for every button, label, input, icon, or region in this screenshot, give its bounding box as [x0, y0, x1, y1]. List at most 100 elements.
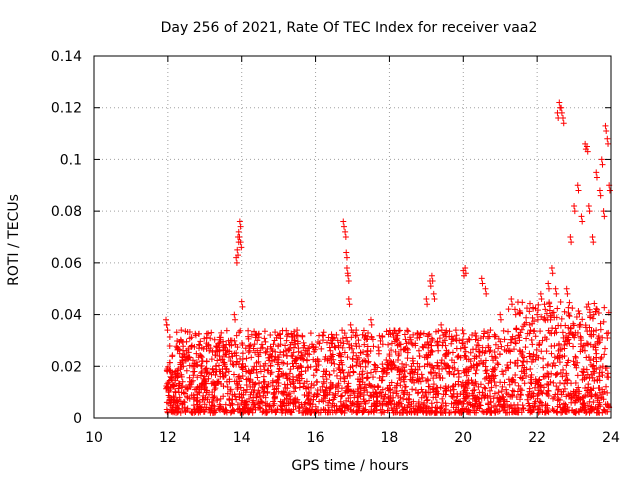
data-point [435, 347, 442, 354]
data-point [363, 336, 370, 343]
data-point [408, 340, 415, 347]
data-point [601, 213, 608, 220]
data-point [596, 369, 603, 376]
data-point [329, 400, 336, 407]
data-point [489, 368, 496, 375]
data-point [393, 336, 400, 343]
data-point [289, 360, 296, 367]
data-point [535, 301, 542, 308]
data-point [210, 379, 217, 386]
data-point [419, 374, 426, 381]
data-point [599, 334, 606, 341]
data-point [517, 374, 524, 381]
data-point [421, 400, 428, 407]
data-point [545, 382, 552, 389]
data-point [341, 378, 348, 385]
data-point [301, 342, 308, 349]
data-point [320, 389, 327, 396]
data-point [272, 353, 279, 360]
data-point [211, 409, 218, 416]
data-point [225, 368, 232, 375]
data-point [418, 371, 425, 378]
data-point [340, 340, 347, 347]
data-point [419, 343, 426, 350]
data-point [211, 403, 218, 410]
data-point [388, 365, 395, 372]
x-tick-label: 12 [159, 430, 177, 446]
data-point [580, 369, 587, 376]
data-point [571, 202, 578, 209]
data-point [491, 402, 498, 409]
data-point [237, 327, 244, 334]
data-point [259, 385, 266, 392]
data-point [530, 407, 537, 414]
data-point [497, 316, 504, 323]
data-point [343, 254, 350, 261]
data-point [416, 363, 423, 370]
data-point [511, 346, 518, 353]
data-point [587, 341, 594, 348]
data-point [379, 408, 386, 415]
data-point [383, 328, 390, 335]
data-point [558, 109, 565, 116]
data-point [519, 352, 526, 359]
data-point [523, 366, 530, 373]
data-point [548, 343, 555, 350]
data-point [298, 349, 305, 356]
data-point [366, 397, 373, 404]
data-point [552, 285, 559, 292]
data-point [501, 379, 508, 386]
data-point [393, 330, 400, 337]
data-point [583, 143, 590, 150]
data-point [169, 353, 176, 360]
data-point [551, 354, 558, 361]
data-point [341, 223, 348, 230]
data-point [491, 367, 498, 374]
data-point [530, 390, 537, 397]
data-point [342, 234, 349, 240]
data-point [381, 393, 388, 400]
data-point [496, 351, 503, 358]
data-point [386, 352, 393, 359]
data-point [409, 357, 416, 364]
data-point [359, 375, 366, 382]
data-point [424, 361, 431, 368]
data-point [281, 396, 288, 403]
data-point [249, 409, 256, 416]
data-point [193, 398, 200, 405]
data-point [446, 328, 453, 335]
data-point [208, 329, 215, 336]
data-point [472, 400, 479, 407]
data-point [272, 409, 279, 416]
data-point [316, 398, 323, 405]
data-point [319, 383, 326, 390]
data-point [505, 376, 512, 383]
data-point [228, 342, 235, 349]
data-point [301, 380, 308, 387]
data-point [565, 312, 572, 319]
data-point [545, 280, 552, 287]
data-point [544, 380, 551, 387]
data-point [396, 327, 403, 334]
data-point [598, 156, 605, 163]
data-point [355, 392, 362, 399]
data-point [326, 344, 333, 351]
data-point [588, 393, 595, 400]
data-point [478, 275, 485, 282]
y-tick-label: 0.14 [51, 49, 82, 65]
data-point [183, 347, 190, 354]
data-point [328, 340, 335, 347]
data-point [257, 363, 264, 370]
data-point [580, 394, 587, 401]
data-point [174, 344, 181, 351]
data-point [548, 350, 555, 357]
data-point [215, 340, 222, 347]
data-point [201, 335, 208, 342]
data-point [423, 296, 430, 303]
data-point [525, 400, 532, 407]
data-point [331, 360, 338, 367]
data-point [289, 333, 296, 340]
data-point [257, 345, 264, 352]
data-point [166, 334, 173, 341]
data-point [451, 359, 458, 366]
